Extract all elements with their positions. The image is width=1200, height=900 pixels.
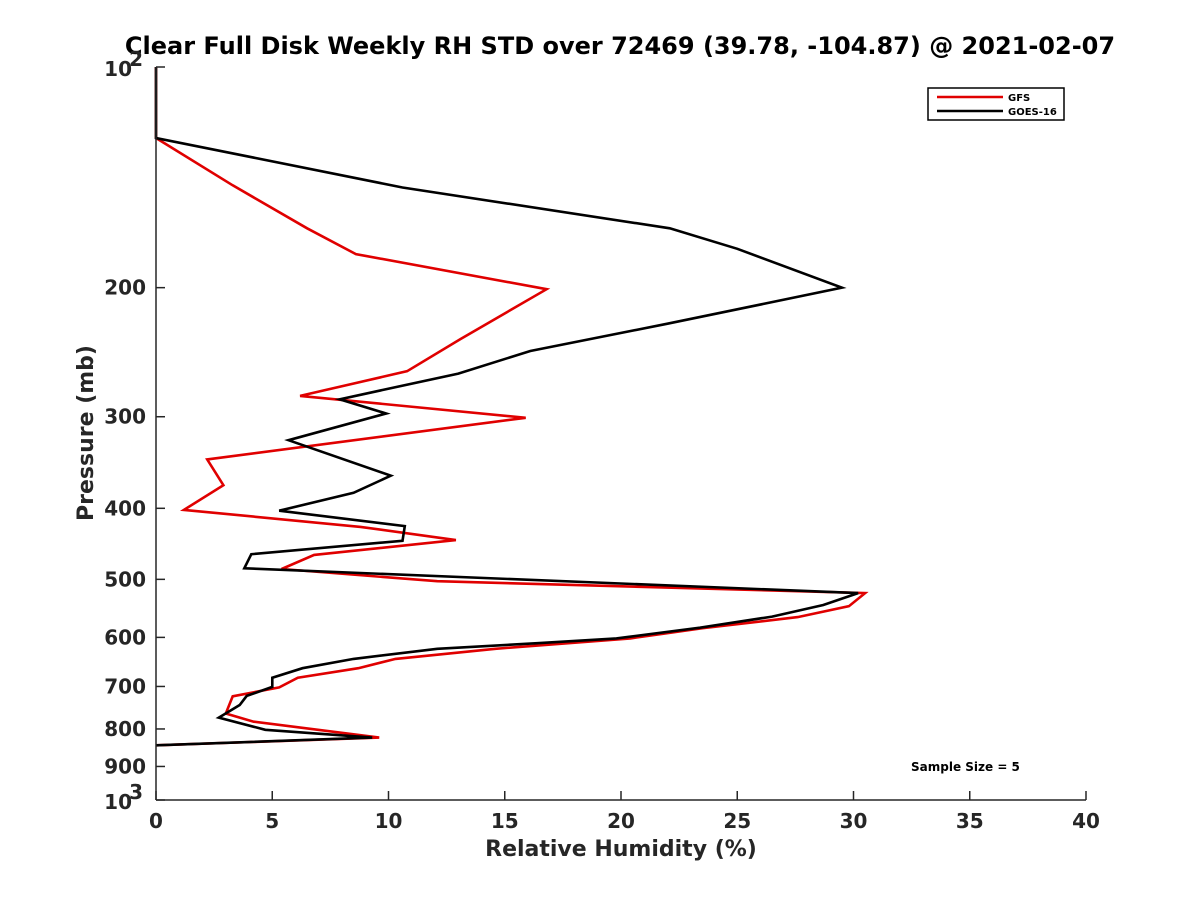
x-tick-label: 10 xyxy=(375,809,403,833)
chart-title: Clear Full Disk Weekly RH STD over 72469… xyxy=(125,32,1115,60)
y-tick-label: 400 xyxy=(104,496,146,520)
y-tick-label: 10 xyxy=(104,790,132,814)
legend: GFS GOES-16 xyxy=(927,87,1065,121)
x-tick-label: 5 xyxy=(265,809,279,833)
y-tick-label: 300 xyxy=(104,405,146,429)
y-tick-label: 10 xyxy=(104,57,132,81)
y-tick-label: 600 xyxy=(104,625,146,649)
series-layer xyxy=(154,67,869,747)
x-tick-label: 40 xyxy=(1072,809,1100,833)
legend-gfs-label: GFS xyxy=(1008,93,1030,104)
legend-goes16-label: GOES-16 xyxy=(1008,107,1057,118)
y-tick-label: 200 xyxy=(104,276,146,300)
y-tick-label: 900 xyxy=(104,754,146,778)
series-line-goes16 xyxy=(154,67,859,747)
y-tick-exponent: 3 xyxy=(129,780,143,804)
x-tick-label: 0 xyxy=(149,809,163,833)
y-axis-label: Pressure (mb) xyxy=(74,345,99,521)
x-tick-label: 15 xyxy=(491,809,519,833)
x-axis-label: Relative Humidity (%) xyxy=(485,837,757,862)
sample-size-annotation: Sample Size = 5 xyxy=(911,760,1020,774)
y-tick-label: 800 xyxy=(104,717,146,741)
legend-box xyxy=(927,87,1065,121)
x-tick-label: 30 xyxy=(840,809,868,833)
y-tick-label: 700 xyxy=(104,674,146,698)
x-tick-label: 35 xyxy=(956,809,984,833)
x-ticks: 0 5 10 15 20 25 30 35 40 xyxy=(149,791,1100,833)
y-tick-label: 500 xyxy=(104,567,146,591)
plot-frame xyxy=(155,67,1086,801)
x-tick-label: 25 xyxy=(723,809,751,833)
x-tick-label: 20 xyxy=(607,809,635,833)
y-tick-exponent: 2 xyxy=(129,47,143,71)
